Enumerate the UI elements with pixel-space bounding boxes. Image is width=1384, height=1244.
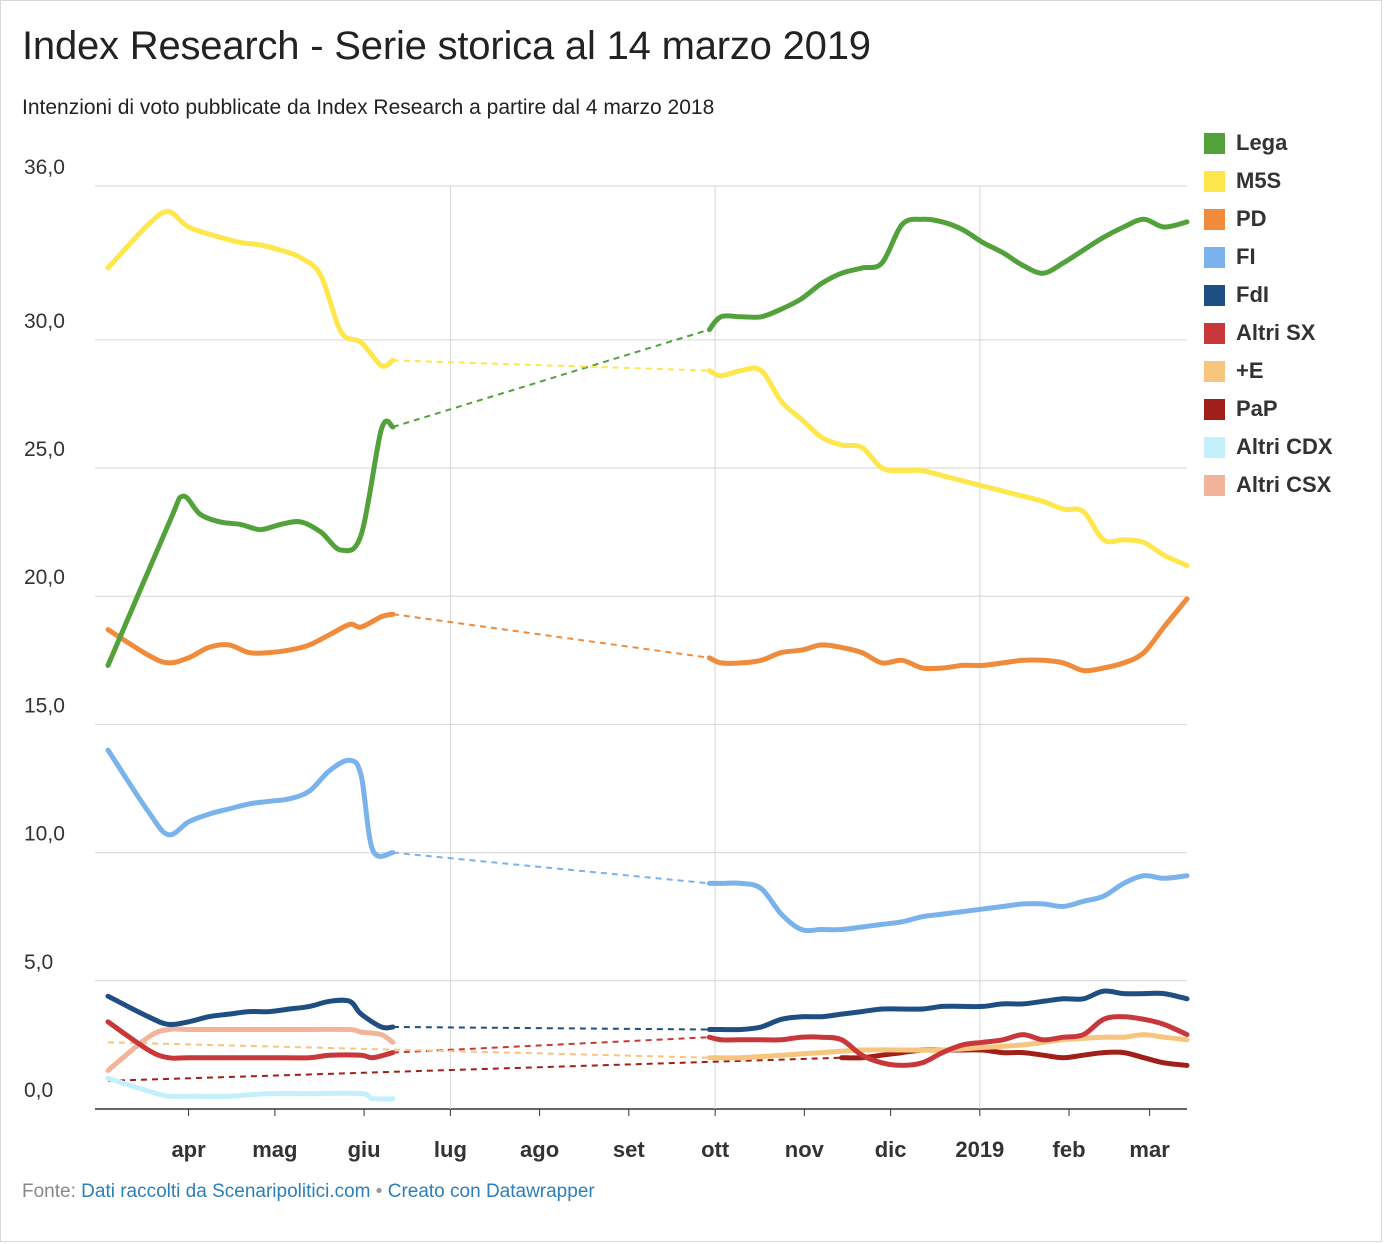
x-tick-label: lug <box>434 1137 467 1162</box>
x-tick-label: dic <box>875 1137 907 1162</box>
x-tick-label: apr <box>171 1137 206 1162</box>
legend-swatch <box>1204 474 1225 496</box>
y-tick-label: 5,0 <box>24 951 53 974</box>
legend-item-fdi: FdI <box>1204 276 1374 314</box>
chart-subtitle: Intenzioni di voto pubblicate da Index R… <box>22 96 715 119</box>
legend-item-m5s: M5S <box>1204 162 1374 200</box>
legend-swatch <box>1204 208 1225 230</box>
gap-line <box>107 1041 710 1059</box>
gap-lines <box>107 328 842 1082</box>
series-line-altri-cdx <box>105 1075 396 1102</box>
footer-prefix: Fonte: <box>22 1181 76 1202</box>
legend-swatch <box>1204 360 1225 382</box>
series-line-fdi <box>105 993 396 1031</box>
gap-line <box>392 613 710 659</box>
x-tick-label: set <box>613 1137 645 1162</box>
legend: Lega M5S PD FI FdI Altri SX +E PaP Altri CDX Altr… <box>1204 124 1374 504</box>
gap-line <box>392 1036 710 1054</box>
legend-label: Altri SX <box>1236 320 1316 345</box>
series-line-altri-sx <box>105 1019 396 1061</box>
legend-label: Altri CDX <box>1236 434 1333 459</box>
legend-item-fi: FI <box>1204 238 1374 276</box>
legend-swatch <box>1204 322 1225 344</box>
legend-swatch <box>1204 398 1225 420</box>
legend-swatch <box>1204 284 1225 306</box>
y-tick-label: 15,0 <box>24 694 65 717</box>
legend-item-lega: Lega <box>1204 124 1374 162</box>
series-line-pd <box>105 611 396 666</box>
footer: Fonte: Dati raccolti da Scenaripolitici.… <box>22 1181 595 1203</box>
legend-item-altri-sx: Altri SX <box>1204 314 1374 352</box>
legend-item-pd: PD <box>1204 200 1374 238</box>
legend-label: M5S <box>1236 168 1282 193</box>
y-tick-label: 36,0 <box>24 156 65 179</box>
gridlines <box>95 185 1187 1110</box>
series-line-fi <box>105 747 396 859</box>
legend-item-altri-csx: Altri CSX <box>1204 466 1374 504</box>
series-line-altri-sx <box>706 1014 1190 1068</box>
series-line-lega <box>105 418 396 668</box>
series-line-fdi <box>706 988 1190 1033</box>
series-line-altri-csx <box>105 1026 396 1073</box>
gap-line <box>392 1025 710 1031</box>
series-lines <box>105 209 1190 1102</box>
legend-label: +E <box>1236 358 1264 383</box>
footer-separator: • <box>375 1181 383 1202</box>
series-line-fi <box>706 873 1190 934</box>
x-tick-label: mar <box>1129 1137 1170 1162</box>
series-line-e <box>706 1032 1190 1061</box>
legend-swatch <box>1204 132 1225 154</box>
gap-line <box>392 328 710 428</box>
x-axis-labels: apr mag giu lug ago set ott nov dic 2019 feb mar <box>171 1109 1170 1162</box>
gap-line <box>392 851 710 885</box>
series-line-pd <box>706 596 1190 674</box>
y-tick-label: 20,0 <box>24 566 65 589</box>
legend-item-pap: PaP <box>1204 390 1374 428</box>
series-line-lega <box>706 216 1190 333</box>
y-axis-labels: 0,0 5,0 10,0 15,0 20,0 25,0 30,0 36,0 <box>24 156 65 1102</box>
legend-label: Altri CSX <box>1236 472 1332 497</box>
datawrapper-link[interactable]: Creato con Datawrapper <box>387 1181 595 1202</box>
x-tick-label: giu <box>348 1137 381 1162</box>
legend-label: Lega <box>1236 130 1288 155</box>
y-tick-label: 10,0 <box>24 823 65 846</box>
chart-title: Index Research - Serie storica al 14 mar… <box>22 24 871 68</box>
y-tick-label: 25,0 <box>24 438 65 461</box>
legend-swatch <box>1204 246 1225 268</box>
x-tick-label: 2019 <box>955 1137 1004 1162</box>
legend-item-altri-cdx: Altri CDX <box>1204 428 1374 466</box>
x-tick-label: ago <box>520 1137 559 1162</box>
legend-label: PD <box>1236 206 1267 231</box>
x-tick-label: ott <box>701 1137 730 1162</box>
y-tick-label: 30,0 <box>24 310 65 333</box>
x-tick-label: feb <box>1053 1137 1086 1162</box>
series-line-pap <box>839 1047 1190 1068</box>
gap-line <box>107 1056 842 1082</box>
legend-label: FI <box>1236 244 1256 269</box>
legend-swatch <box>1204 436 1225 458</box>
gap-line <box>392 359 710 372</box>
x-tick-label: nov <box>785 1137 825 1162</box>
legend-label: FdI <box>1236 282 1269 307</box>
y-tick-label: 0,0 <box>24 1079 53 1102</box>
legend-item-e: +E <box>1204 352 1374 390</box>
series-line-m5s <box>105 209 396 369</box>
legend-swatch <box>1204 170 1225 192</box>
series-line-m5s <box>706 365 1190 568</box>
legend-label: PaP <box>1236 396 1278 421</box>
x-tick-label: mag <box>252 1137 297 1162</box>
source-link[interactable]: Dati raccolti da Scenaripolitici.com <box>81 1181 371 1202</box>
